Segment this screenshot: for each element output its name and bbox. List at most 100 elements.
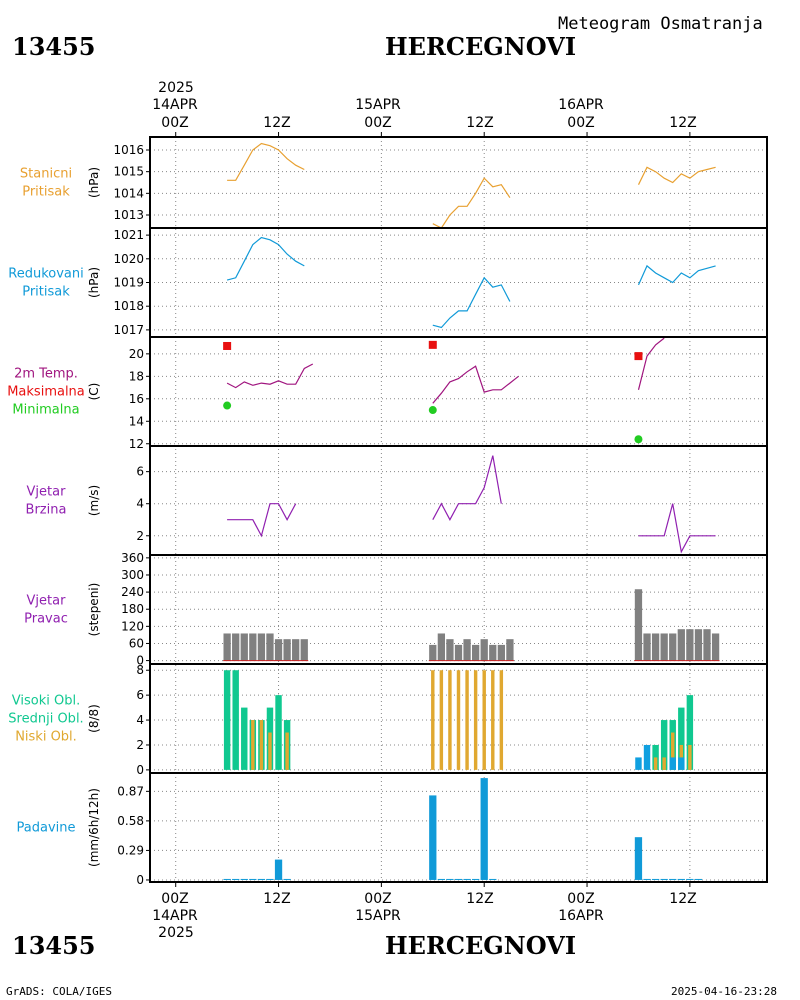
panel-label: Srednji Obl. — [8, 712, 83, 727]
bar — [651, 633, 660, 661]
bar — [223, 670, 231, 770]
panel-station_pressure: 1013 1014 1015 1016 (hPa) Stanicni Pritisak — [20, 142, 767, 229]
bar — [463, 878, 471, 880]
bar — [643, 633, 651, 661]
bar — [678, 757, 685, 770]
top-axis-tick: 12Z — [466, 115, 493, 131]
y-tick-label: 4 — [136, 497, 144, 511]
bar — [634, 589, 643, 661]
unit-label: (stepeni) — [87, 583, 101, 637]
series-line — [432, 276, 511, 329]
y-tick-label: 2 — [136, 529, 144, 543]
bar — [429, 795, 437, 880]
series-line — [432, 177, 511, 229]
bar — [268, 732, 272, 770]
y-tick-label: 240 — [121, 585, 144, 599]
point-marker — [428, 340, 437, 349]
bar — [448, 670, 452, 770]
panel-precipitation: 0 0.29 0.58 0.87 (mm/6h/12h) Padavine — [17, 778, 767, 887]
y-tick-label: 0.58 — [117, 814, 144, 828]
bottom-axis-tick: 12Z — [669, 891, 696, 907]
bar — [480, 778, 488, 880]
top-axis-tick: 12Z — [669, 115, 696, 131]
bar — [454, 878, 463, 880]
bottom-axis-tick: 00Z — [161, 891, 188, 907]
panel-label: Brzina — [26, 503, 67, 518]
panel-temperature: 12 14 16 18 20 (C) 2m Temp. Maksimalna Minimalna — [7, 337, 767, 451]
bar — [660, 633, 668, 661]
bar — [662, 757, 666, 770]
bar — [694, 878, 703, 880]
bar — [694, 629, 703, 661]
station-id-top: 13455 — [12, 32, 96, 61]
bar — [275, 695, 282, 770]
bar — [292, 639, 300, 661]
bar — [251, 720, 255, 770]
bar — [249, 633, 257, 661]
top-axis-tick: 12Z — [263, 115, 290, 131]
point-marker — [634, 435, 643, 444]
bar — [480, 639, 488, 661]
unit-label: (hPa) — [87, 167, 101, 198]
bar — [266, 878, 274, 880]
y-tick-label: 60 — [129, 636, 144, 650]
series-line — [432, 455, 502, 521]
bar — [283, 878, 291, 880]
y-tick-label: 20 — [129, 347, 144, 361]
panel-frame — [149, 772, 768, 883]
panel-label: Minimalna — [12, 403, 79, 418]
panel-label: Stanicni — [20, 167, 72, 182]
panel-wind_direction: 0 60 120 180 240 300 360 (stepeni) Vjetar Pravac — [24, 551, 767, 668]
bar — [678, 707, 685, 770]
bar — [660, 878, 668, 880]
point-marker — [428, 406, 437, 415]
bar — [285, 732, 289, 770]
y-tick-label: 1017 — [113, 323, 144, 337]
bar — [257, 878, 266, 880]
bar — [677, 629, 685, 661]
bar — [686, 878, 694, 880]
bar — [240, 878, 248, 880]
bar — [677, 878, 685, 880]
bar — [491, 670, 495, 770]
bar — [223, 878, 231, 880]
panel-label: Padavine — [17, 821, 76, 836]
panel-label: Maksimalna — [7, 385, 85, 400]
panel-reduced_pressure: 1017 1018 1019 1020 1021 (hPa) Redukovani Priti… — [8, 228, 767, 337]
bar — [471, 878, 480, 880]
bar — [456, 670, 461, 770]
y-tick-label: 1013 — [113, 208, 144, 222]
bar — [454, 644, 463, 661]
top-axis-tick: 00Z — [567, 115, 594, 131]
bar — [465, 670, 469, 770]
panel-label: Niski Obl. — [15, 730, 77, 745]
bar — [669, 878, 677, 880]
bar — [240, 633, 248, 661]
bottom-axis-tick: 12Z — [263, 891, 290, 907]
bar — [711, 633, 720, 661]
bar — [232, 633, 240, 661]
bar — [651, 878, 660, 880]
series-line — [226, 363, 314, 389]
bar — [669, 633, 677, 661]
bar — [669, 757, 676, 770]
bar — [643, 878, 651, 880]
bar — [232, 878, 240, 880]
series-line — [638, 503, 716, 554]
bottom-axis-date: 16APR — [558, 908, 604, 924]
panel-label: Pravac — [24, 612, 68, 627]
y-tick-label: 0.87 — [117, 784, 144, 798]
station-name-bottom: HERCEGNOVI — [385, 931, 577, 960]
panel-label: Redukovani — [8, 267, 83, 282]
panel-frame — [149, 445, 768, 556]
bar — [437, 878, 446, 880]
unit-label: (8/8) — [87, 704, 101, 733]
bottom-axis-tick: 00Z — [567, 891, 594, 907]
y-tick-label: 16 — [129, 392, 144, 406]
y-tick-label: 1020 — [113, 252, 144, 266]
unit-label: (hPa) — [87, 267, 101, 298]
panel-label: Pritisak — [22, 185, 70, 200]
station-id-bottom: 13455 — [12, 931, 96, 960]
panel-label: Vjetar — [27, 485, 67, 500]
bottom-axis-date: 15APR — [355, 908, 401, 924]
